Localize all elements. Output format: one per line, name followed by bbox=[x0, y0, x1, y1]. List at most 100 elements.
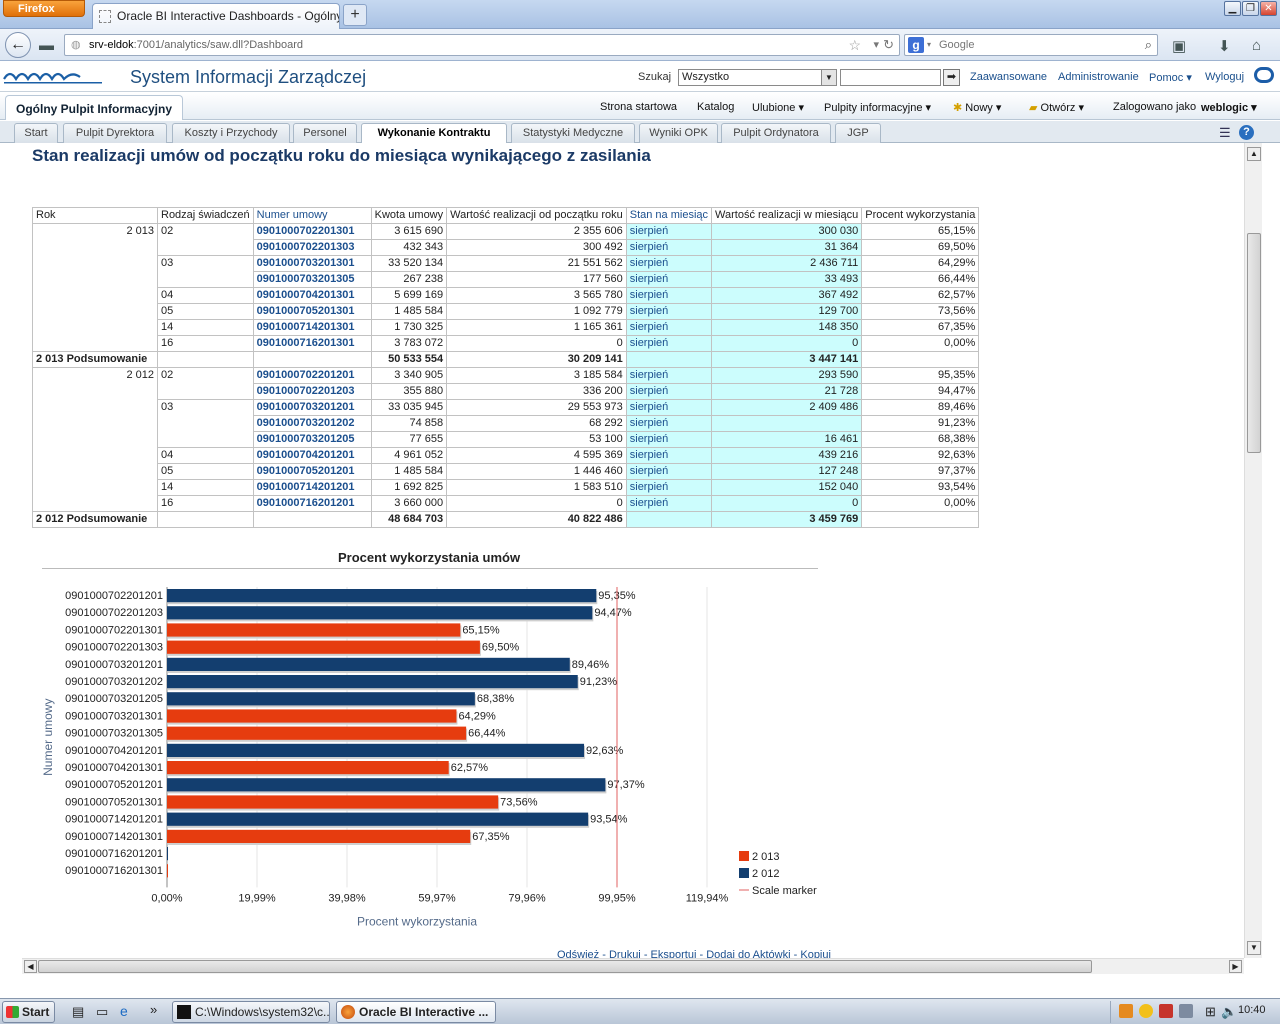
cell-miesiac[interactable]: sierpień bbox=[625, 367, 713, 384]
open-menu[interactable]: ▰ Otwórz ▾ bbox=[1029, 101, 1084, 114]
bar-0901000704201301[interactable] bbox=[167, 761, 449, 775]
advanced-link[interactable]: Zaawansowane bbox=[970, 71, 1048, 83]
web-search-input[interactable]: g ▾ Google ⌕ bbox=[904, 34, 1158, 56]
tab-wykonanie-kontraktu[interactable]: Wykonanie Kontraktu bbox=[361, 123, 507, 144]
cell-miesiac[interactable]: sierpień bbox=[625, 383, 713, 400]
cell-numer-umowy[interactable]: 0901000703201301 bbox=[252, 255, 372, 272]
add-to-briefing-link[interactable]: Dodaj do Aktówki bbox=[706, 949, 791, 958]
scroll-up-arrow[interactable]: ▲ bbox=[1247, 147, 1261, 161]
help-menu[interactable]: Pomoc ▾ bbox=[1149, 71, 1192, 84]
catalog-search-input[interactable] bbox=[840, 69, 941, 86]
bar-0901000703201202[interactable] bbox=[167, 675, 578, 689]
favorites-menu[interactable]: Ulubione ▾ bbox=[752, 101, 804, 114]
close-window-button[interactable]: ✕ bbox=[1260, 1, 1277, 16]
cell-miesiac[interactable]: sierpień bbox=[625, 239, 713, 256]
browser-tab[interactable]: Oracle BI Interactive Dashboards - Ogóln… bbox=[92, 3, 340, 29]
cell-numer-umowy[interactable]: 0901000716201301 bbox=[252, 335, 372, 352]
catalog-link[interactable]: Katalog bbox=[697, 101, 735, 113]
cell-numer-umowy[interactable]: 0901000705201201 bbox=[252, 463, 372, 480]
bar-0901000705201301[interactable] bbox=[167, 795, 499, 809]
print-link[interactable]: Drukuj bbox=[608, 949, 641, 958]
bar-0901000716201201[interactable] bbox=[167, 847, 168, 861]
reload-icon[interactable]: ↻ bbox=[883, 37, 894, 52]
bar-0901000703201301[interactable] bbox=[167, 709, 457, 723]
home-icon[interactable]: ⌂ bbox=[1252, 37, 1262, 54]
cell-miesiac[interactable]: sierpień bbox=[625, 319, 713, 336]
header-stan-na-miesiac[interactable]: Stan na miesiąc bbox=[625, 207, 713, 224]
cell-miesiac[interactable]: sierpień bbox=[625, 431, 713, 448]
tray-app-icon[interactable] bbox=[1119, 1004, 1133, 1018]
cell-miesiac[interactable]: sierpień bbox=[625, 223, 713, 240]
export-link[interactable]: Eksportuj bbox=[650, 949, 697, 958]
back-button[interactable]: ← bbox=[5, 32, 31, 58]
search-scope-select[interactable]: Wszystko ▼ bbox=[678, 69, 837, 86]
cell-miesiac[interactable]: sierpień bbox=[625, 255, 713, 272]
cell-numer-umowy[interactable]: 0901000716201201 bbox=[252, 495, 372, 512]
horizontal-scrollbar[interactable]: ◀ ▶ bbox=[22, 958, 1244, 974]
toolbar-expand-icon[interactable]: » bbox=[150, 1002, 158, 1017]
cell-numer-umowy[interactable]: 0901000703201201 bbox=[252, 399, 372, 416]
cell-numer-umowy[interactable]: 0901000714201201 bbox=[252, 479, 372, 496]
maximize-button[interactable]: ❐ bbox=[1242, 1, 1259, 16]
tab-start[interactable]: Start bbox=[14, 123, 58, 143]
cell-numer-umowy[interactable]: 0901000705201301 bbox=[252, 303, 372, 320]
scroll-down-arrow[interactable]: ▼ bbox=[1247, 941, 1261, 955]
cell-miesiac[interactable]: sierpień bbox=[625, 415, 713, 432]
bookmarks-menu-icon[interactable]: ▣ bbox=[1172, 38, 1187, 55]
tab-wyniki-opk[interactable]: Wyniki OPK bbox=[639, 123, 718, 143]
search-engine-dropdown-icon[interactable]: ▾ bbox=[927, 40, 932, 49]
cell-numer-umowy[interactable]: 0901000704201301 bbox=[252, 287, 372, 304]
cell-numer-umowy[interactable]: 0901000703201205 bbox=[252, 431, 372, 448]
cell-numer-umowy[interactable]: 0901000714201301 bbox=[252, 319, 372, 336]
url-bar[interactable]: ◍ srv-eldok:7001/analytics/saw.dll?Dashbo… bbox=[64, 34, 900, 56]
tab-pulpit-dyrektora[interactable]: Pulpit Dyrektora bbox=[63, 123, 167, 143]
vertical-scroll-thumb[interactable] bbox=[1247, 233, 1261, 453]
copy-link[interactable]: Kopiuj bbox=[800, 949, 831, 958]
bar-0901000705201201[interactable] bbox=[167, 778, 606, 792]
cell-miesiac[interactable]: sierpień bbox=[625, 399, 713, 416]
horizontal-scroll-thumb[interactable] bbox=[38, 960, 1092, 973]
bar-0901000702201201[interactable] bbox=[167, 589, 597, 603]
new-menu[interactable]: ✱ Nowy ▾ bbox=[953, 101, 1001, 114]
cell-miesiac[interactable]: sierpień bbox=[625, 271, 713, 288]
tab-koszty-i-przychody[interactable]: Koszty i Przychody bbox=[172, 123, 290, 143]
server-manager-icon[interactable]: ▤ bbox=[72, 1004, 85, 1019]
bar-0901000702201203[interactable] bbox=[167, 606, 593, 620]
cell-numer-umowy[interactable]: 0901000704201201 bbox=[252, 447, 372, 464]
bar-0901000703201305[interactable] bbox=[167, 726, 467, 740]
start-button[interactable]: Start bbox=[2, 1001, 55, 1023]
tab-jgp[interactable]: JGP bbox=[835, 123, 881, 143]
cell-numer-umowy[interactable]: 0901000703201305 bbox=[252, 271, 372, 288]
network-icon[interactable]: ⊞ bbox=[1205, 1004, 1216, 1019]
administration-link[interactable]: Administrowanie bbox=[1058, 71, 1139, 83]
volume-icon[interactable]: 🔈 bbox=[1221, 1004, 1238, 1019]
new-tab-button[interactable]: + bbox=[343, 4, 367, 26]
header-numer-umowy[interactable]: Numer umowy bbox=[252, 207, 372, 224]
magnifier-icon[interactable]: ⌕ bbox=[1144, 37, 1152, 52]
vertical-scrollbar[interactable]: ▲ ▼ bbox=[1244, 143, 1262, 958]
help-icon[interactable]: ? bbox=[1239, 125, 1254, 140]
bar-0901000703201201[interactable] bbox=[167, 657, 570, 671]
cell-miesiac[interactable]: sierpień bbox=[625, 447, 713, 464]
cell-miesiac[interactable]: sierpień bbox=[625, 495, 713, 512]
firefox-menu-button[interactable]: Firefox bbox=[3, 0, 85, 17]
bar-0901000714201301[interactable] bbox=[167, 829, 471, 843]
tray-keyboard-icon[interactable] bbox=[1179, 1004, 1193, 1018]
minimize-button[interactable]: ▁ bbox=[1224, 1, 1241, 16]
cell-numer-umowy[interactable]: 0901000702201303 bbox=[252, 239, 372, 256]
page-options-icon[interactable]: ☰ bbox=[1219, 125, 1231, 140]
tray-tool-icon[interactable] bbox=[1159, 1004, 1173, 1018]
home-link[interactable]: Strona startowa bbox=[600, 101, 678, 113]
scroll-left-arrow[interactable]: ◀ bbox=[24, 960, 37, 973]
cell-numer-umowy[interactable]: 0901000702201201 bbox=[252, 367, 372, 384]
tab-pulpit-ordynatora[interactable]: Pulpit Ordynatora bbox=[721, 123, 831, 143]
bookmark-star-icon[interactable]: ☆ bbox=[848, 37, 861, 53]
bar-0901000716201301[interactable] bbox=[167, 864, 168, 878]
cell-numer-umowy[interactable]: 0901000702201203 bbox=[252, 383, 372, 400]
bar-0901000704201201[interactable] bbox=[167, 743, 585, 757]
refresh-link[interactable]: Odśwież bbox=[557, 949, 600, 958]
taskbar-cmd[interactable]: C:\Windows\system32\c... bbox=[172, 1001, 330, 1023]
cell-numer-umowy[interactable]: 0901000703201202 bbox=[252, 415, 372, 432]
cell-miesiac[interactable]: sierpień bbox=[625, 303, 713, 320]
forward-button[interactable]: ▬ bbox=[39, 37, 54, 54]
